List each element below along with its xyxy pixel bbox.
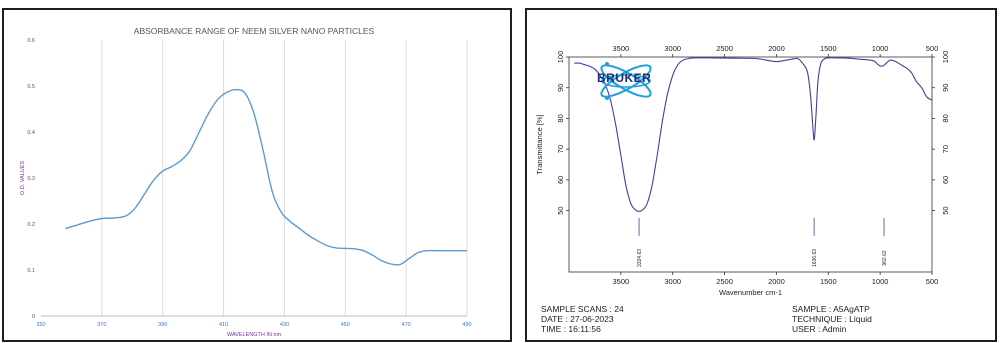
y-tick-label: 0.1 — [27, 268, 35, 274]
x-axis-label: WAVELENGTH IN nm — [227, 332, 282, 338]
x-tick-label-top: 3500 — [613, 44, 630, 53]
x-tick-label-top: 500 — [926, 44, 939, 53]
y-tick-label-left: 70 — [556, 145, 565, 153]
footer-sample: SAMPLE : A5AgATP — [792, 304, 870, 314]
footer-user: USER : Admin — [792, 324, 847, 334]
y-tick-label: 0.3 — [27, 176, 35, 182]
x-tick-label: 470 — [402, 322, 411, 328]
transmittance-series-line — [574, 57, 933, 212]
ftir-chart-panel: 3500 3500 3000 3000 2500 2500 2000 2000 1500 1500… — [525, 8, 997, 342]
x-tick-label-bottom: 2500 — [716, 277, 733, 286]
x-tick-label: 350 — [36, 322, 45, 328]
chart-title: ABSORBANCE RANGE OF NEEM SILVER NANO PAR… — [134, 26, 375, 36]
y-tick-label-right: 90 — [941, 84, 950, 92]
peak-label: 962.62 — [882, 250, 888, 266]
x-tick-label: 370 — [97, 322, 106, 328]
x-axis-label: Wavenumber cm-1 — [719, 288, 782, 297]
footer-date: DATE : 27-06-2023 — [541, 314, 614, 324]
y-axis-label: O.D. VALUES — [20, 161, 26, 195]
ftir-chart: 3500 3500 3000 3000 2500 2500 2000 2000 1500 1500… — [535, 44, 950, 297]
y-tick-label-left: 90 — [556, 84, 565, 92]
x-tick-label: 410 — [219, 322, 228, 328]
bruker-atom-logo-icon — [600, 62, 652, 100]
uv-vis-chart: ABSORBANCE RANGE OF NEEM SILVER NANO PAR… — [20, 26, 472, 338]
x-tick-label-top: 2500 — [716, 44, 733, 53]
y-tick-label-left: 80 — [556, 114, 565, 122]
x-tick-label-top: 2000 — [768, 44, 785, 53]
footer-sample-scans: SAMPLE SCANS : 24 — [541, 304, 624, 314]
y-tick-label: 0.6 — [27, 38, 35, 44]
y-axis-label: Transmittance [%] — [535, 114, 544, 174]
x-tick-label-top: 1000 — [872, 44, 889, 53]
x-tick-label-bottom: 1000 — [872, 277, 889, 286]
x-tick-label: 450 — [341, 322, 350, 328]
x-tick-label-top: 3000 — [664, 44, 681, 53]
x-tick-label-top: 1500 — [820, 44, 837, 53]
y-tick-label-right: 60 — [941, 176, 950, 184]
x-tick-label-bottom: 500 — [926, 277, 939, 286]
x-tick-label-bottom: 3500 — [613, 277, 630, 286]
footer-time: TIME : 16:11:56 — [541, 324, 601, 334]
x-tick-label: 490 — [462, 322, 471, 328]
footer-left: SAMPLE SCANS : 24 DATE : 27-06-2023 TIME… — [541, 304, 624, 334]
y-tick-label-left: 100 — [556, 51, 565, 64]
y-tick-label: 0 — [32, 314, 35, 320]
y-tick-label-left: 60 — [556, 176, 565, 184]
peak-label: 1636.63 — [812, 249, 818, 267]
y-tick-label-right: 70 — [941, 145, 950, 153]
x-tick-label: 390 — [158, 322, 167, 328]
y-tick-label: 0.5 — [27, 84, 35, 90]
plot-frame — [568, 56, 933, 273]
footer-technique: TECHNIQUE : Liquid — [792, 314, 872, 324]
y-tick-label-right: 80 — [941, 114, 950, 122]
bruker-logo-text: BRUKER — [597, 71, 652, 85]
x-tick-label-bottom: 1500 — [820, 277, 837, 286]
footer-right: SAMPLE : A5AgATP TECHNIQUE : Liquid USER… — [792, 304, 872, 334]
x-tick-label-bottom: 2000 — [768, 277, 785, 286]
y-tick-label-right: 100 — [941, 51, 950, 64]
x-tick-label-bottom: 3000 — [664, 277, 681, 286]
peak-label: 3324.63 — [637, 249, 643, 267]
x-tick-label: 430 — [280, 322, 289, 328]
y-tick-label: 0.2 — [27, 222, 35, 228]
y-tick-label-left: 50 — [556, 206, 565, 214]
uv-vis-chart-panel: ABSORBANCE RANGE OF NEEM SILVER NANO PAR… — [2, 8, 512, 342]
absorbance-series-line — [65, 88, 467, 266]
y-tick-label-right: 50 — [941, 206, 950, 214]
y-tick-label: 0.4 — [27, 130, 35, 136]
